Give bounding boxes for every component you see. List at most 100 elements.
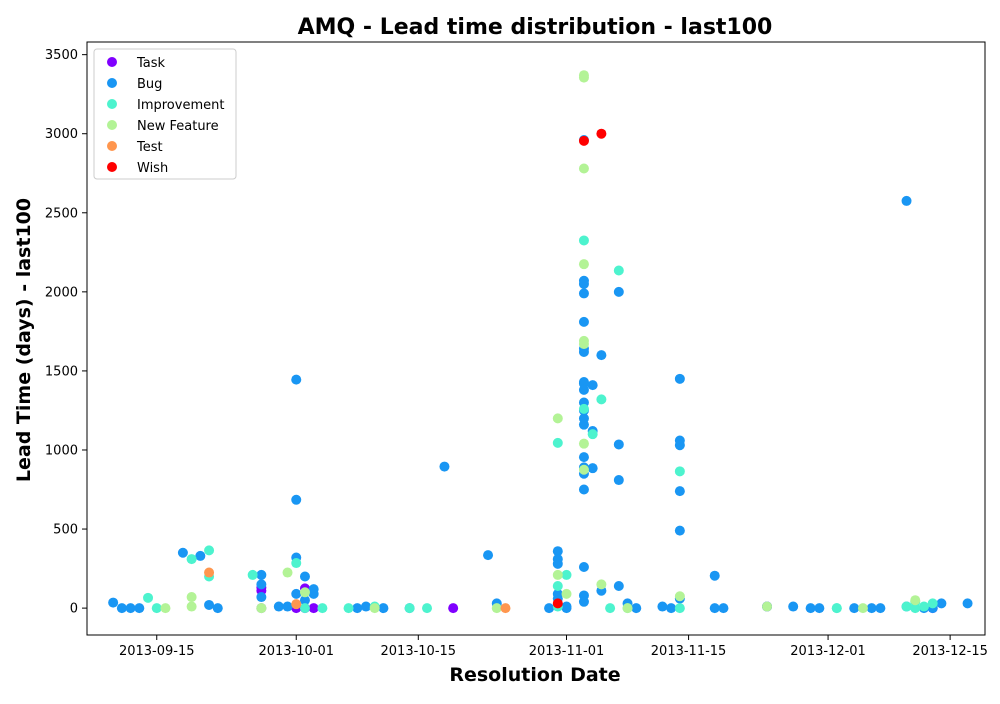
data-point <box>866 603 877 614</box>
data-point <box>317 603 328 614</box>
data-point <box>439 461 450 472</box>
data-point <box>578 72 589 83</box>
legend-label: Improvement <box>137 98 224 113</box>
data-point <box>875 603 886 614</box>
data-point <box>273 601 284 612</box>
data-point <box>674 440 685 451</box>
x-axis-label: Resolution Date <box>449 664 620 686</box>
data-point <box>657 601 668 612</box>
data-point <box>613 475 624 486</box>
data-point <box>578 464 589 475</box>
data-point <box>596 394 607 405</box>
data-point <box>578 452 589 463</box>
legend-marker <box>107 120 117 130</box>
data-point <box>291 494 302 505</box>
data-point <box>596 128 607 139</box>
data-point <box>116 603 127 614</box>
data-point <box>674 591 685 602</box>
data-point <box>308 603 319 614</box>
x-tick-label: 2013-10-15 <box>381 644 457 659</box>
data-point <box>578 163 589 174</box>
data-point <box>605 603 616 614</box>
data-point <box>308 588 319 599</box>
legend: Task Bug Improvement New Feature Test Wish <box>93 48 237 180</box>
data-point <box>186 592 197 603</box>
legend-marker <box>107 57 117 67</box>
legend-label: New Feature <box>137 119 219 134</box>
data-point <box>578 235 589 246</box>
y-axis-label: Lead Time (days) - last100 <box>13 198 35 482</box>
data-point <box>674 466 685 477</box>
series-test <box>204 567 511 614</box>
data-point <box>282 601 293 612</box>
data-point <box>578 135 589 146</box>
data-point <box>578 384 589 395</box>
data-point <box>578 403 589 414</box>
data-point <box>578 259 589 270</box>
legend-label: Wish <box>137 161 168 176</box>
data-point <box>674 525 685 536</box>
series-improvement <box>143 235 938 614</box>
data-point <box>552 569 563 580</box>
data-point <box>544 603 555 614</box>
y-tick-label: 3000 <box>45 127 78 142</box>
data-point <box>256 569 267 580</box>
data-point <box>552 580 563 591</box>
data-point <box>291 599 302 610</box>
data-point <box>291 588 302 599</box>
data-point <box>552 558 563 569</box>
data-point <box>247 569 258 580</box>
x-tick-label: 2013-10-01 <box>258 644 334 659</box>
data-point <box>910 603 921 614</box>
data-point <box>613 580 624 591</box>
series-bug <box>108 135 973 614</box>
data-point <box>578 316 589 327</box>
y-tick-label: 1000 <box>45 443 78 458</box>
legend-label: Task <box>136 56 166 71</box>
x-tick-label: 2013-12-15 <box>912 644 988 659</box>
data-point <box>927 598 938 609</box>
data-point <box>352 603 363 614</box>
legend-label: Test <box>136 140 163 155</box>
data-point <box>552 413 563 424</box>
data-point <box>561 569 572 580</box>
data-point <box>134 603 145 614</box>
data-point <box>500 603 511 614</box>
data-point <box>901 195 912 206</box>
data-point <box>552 598 563 609</box>
data-point <box>613 286 624 297</box>
data-point <box>256 603 267 614</box>
data-point <box>578 438 589 449</box>
x-tick-label: 2013-09-15 <box>119 644 195 659</box>
data-point <box>674 373 685 384</box>
data-point <box>561 588 572 599</box>
data-point <box>186 554 197 565</box>
data-point <box>299 603 310 614</box>
data-point <box>709 570 720 581</box>
y-tick-label: 2500 <box>45 206 78 221</box>
data-point <box>578 596 589 607</box>
y-tick-label: 2000 <box>45 285 78 300</box>
legend-label: Bug <box>137 77 162 92</box>
data-point <box>613 439 624 450</box>
data-point <box>910 595 921 606</box>
data-point <box>160 603 171 614</box>
data-point <box>448 603 459 614</box>
data-point <box>299 595 310 606</box>
data-point <box>622 603 633 614</box>
data-point <box>204 567 215 578</box>
data-point <box>962 598 973 609</box>
data-point <box>849 603 860 614</box>
data-point <box>596 579 607 590</box>
data-point <box>299 587 310 598</box>
data-point <box>918 601 929 612</box>
y-tick-label: 3500 <box>45 48 78 63</box>
data-point <box>587 463 598 474</box>
data-point <box>299 571 310 582</box>
data-point <box>204 545 215 556</box>
data-point <box>578 278 589 289</box>
data-point <box>561 603 572 614</box>
data-point <box>666 603 677 614</box>
data-point <box>125 603 136 614</box>
data-point <box>578 339 589 350</box>
